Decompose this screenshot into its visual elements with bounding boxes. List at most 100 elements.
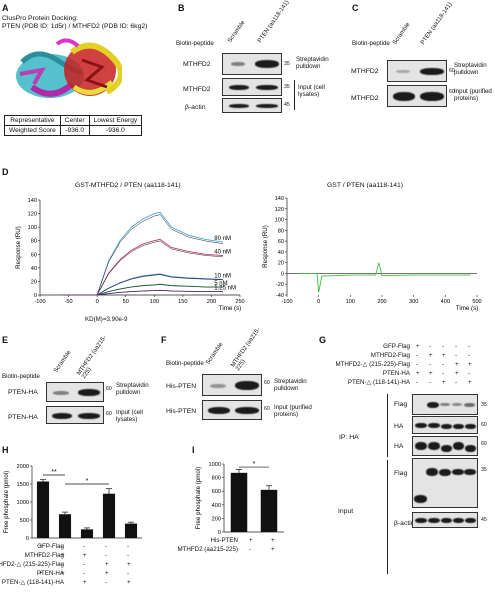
c-blot-pulldown: [387, 60, 447, 82]
x-tick-label: -100: [34, 299, 45, 305]
f-lane-mthfd2: MTHFD2 (aa215-225): [230, 326, 262, 372]
condition-sign: -: [429, 379, 432, 386]
g-blot-input-flag: [412, 458, 478, 508]
sig-mark: *: [253, 461, 256, 468]
f-blot-pulldown: [202, 374, 262, 396]
panel-label-e: E: [2, 335, 9, 345]
docking-score-table: Representative Center Lowest Energy Weight…: [4, 115, 143, 136]
series-label: 1.25 nM: [214, 286, 236, 292]
panel-label-c: C: [352, 3, 359, 13]
c-mw-2: 60: [449, 89, 455, 95]
c-blot-input: [387, 85, 447, 107]
y-tick-label: 0: [218, 530, 221, 536]
b-lane-pten: PTEN (aa118-141): [257, 0, 291, 44]
f-label-input: Input (purified proteins): [274, 404, 312, 418]
condition-sign: -: [39, 579, 42, 586]
condition-sign: +: [105, 570, 109, 577]
y-tick-label: 0: [26, 536, 29, 542]
condition-row-label: MTHFD2 (aa215-225): [177, 546, 238, 553]
panel-label-f: F: [161, 335, 167, 345]
y-tick-label: 120: [28, 212, 37, 218]
condition-sign: +: [271, 546, 275, 553]
condition-sign: +: [455, 370, 459, 377]
y-tick-label: 120: [275, 207, 284, 213]
series-label: 5 nM: [214, 281, 227, 287]
condition-sign: +: [442, 352, 446, 359]
condition-sign: +: [455, 361, 459, 368]
condition-sign: -: [83, 570, 86, 577]
x-tick-label: 400: [441, 299, 450, 305]
table-cell-lowest-value: -936.0: [88, 125, 143, 136]
b-mw-2: 35: [284, 84, 290, 90]
bar: [58, 514, 72, 538]
x-tick-label: 300: [409, 299, 418, 305]
b-label-input: Input (cell lysates): [298, 84, 325, 98]
y-axis-label: Response (RU): [262, 225, 269, 268]
condition-sign: -: [105, 543, 108, 550]
condition-sign: -: [105, 579, 108, 586]
b-biotin-label: Biotin-peptide: [176, 40, 214, 47]
condition-row-label: His-PTEN: [210, 537, 239, 544]
docking-subtitle: PTEN (PDB ID: 1d5r) / MTHFD2 (PDB ID: 6k…: [2, 23, 148, 30]
condition-sign: -: [61, 561, 64, 568]
f-mw-2: 60: [264, 406, 270, 412]
y-tick-label: 0: [34, 293, 37, 299]
g-actin-label: β-actin: [394, 520, 415, 527]
panel-label-d: D: [2, 167, 9, 177]
f-lane-scramble: Scramble: [205, 341, 225, 366]
condition-sign: +: [61, 570, 65, 577]
e-mw-1: 60: [106, 386, 112, 392]
b-lane-scramble: Scramble: [227, 19, 247, 44]
sig-mark-1: **: [51, 469, 57, 476]
condition-sign: +: [442, 379, 446, 386]
y-tick-label: 80: [278, 228, 284, 234]
condition-sign: -: [416, 352, 419, 359]
y-tick-label: -20: [276, 282, 284, 288]
bar: [80, 529, 94, 538]
b-blot-input: [222, 78, 282, 96]
e-blot-pulldown: [46, 382, 104, 402]
bar: [260, 489, 278, 532]
b-blot-pulldown: [222, 53, 282, 75]
condition-sign: -: [61, 543, 64, 550]
bar: [230, 472, 248, 532]
x-tick-label: 200: [377, 299, 386, 305]
condition-sign: -: [468, 370, 471, 377]
f-biotin-label: Biotin-peptide: [166, 360, 204, 367]
g-blot-ip-ha: [412, 416, 478, 434]
d-chart1-title: GST-MTHFD2 / PTEN (aa118-141): [75, 182, 181, 189]
bar: [102, 493, 116, 538]
e-row-pten-1: PTEN-HA: [8, 389, 38, 396]
condition-row-label: MTHFD2-△ (215-225)-Flag: [335, 361, 410, 368]
condition-sign: -: [39, 561, 42, 568]
condition-row-label: PTEN-△ (118-141)-HA: [347, 379, 410, 386]
x-axis-label: Time (s): [219, 305, 241, 312]
g-input-label: Input: [338, 508, 354, 515]
d-kd-label: KD(M)=3.90e-9: [85, 316, 128, 323]
e-blot-input: [46, 406, 104, 424]
g-mw-5: 45: [481, 517, 487, 523]
condition-sign: -: [442, 370, 445, 377]
series-label: 40 nM: [214, 250, 231, 256]
condition-sign: -: [455, 379, 458, 386]
g-mw-1: 35: [481, 402, 487, 408]
g-blot-actin: [412, 512, 478, 528]
y-tick-label: 0: [281, 271, 284, 277]
condition-sign: +: [249, 537, 253, 544]
g-input-bracket: [387, 460, 388, 574]
condition-sign: -: [127, 543, 130, 550]
e-lane-mthfd2: MTHFD2 (aa215-225): [76, 334, 108, 380]
bar: [124, 523, 138, 538]
x-tick-label: 200: [207, 299, 216, 305]
condition-sign: -: [127, 570, 130, 577]
c-lane-scramble: Scramble: [392, 21, 412, 46]
condition-row-label: MTHFD2-△ (215-225)-Flag: [0, 561, 64, 568]
b-mw-3: 45: [284, 102, 290, 108]
fit-line: [62, 240, 223, 296]
y-tick-label: 40: [278, 250, 284, 256]
c-biotin-label: Biotin-peptide: [352, 40, 390, 47]
condition-sign: +: [127, 561, 131, 568]
y-tick-label: 1000: [17, 500, 29, 506]
condition-sign: +: [61, 552, 65, 559]
y-tick-label: 20: [31, 279, 37, 285]
